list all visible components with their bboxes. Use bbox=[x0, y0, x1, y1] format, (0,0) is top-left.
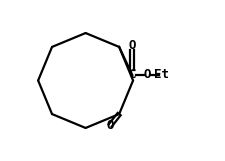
Text: O: O bbox=[128, 39, 136, 52]
Text: C: C bbox=[128, 68, 136, 81]
Text: Et: Et bbox=[154, 68, 169, 81]
Text: O: O bbox=[106, 119, 114, 132]
Text: O: O bbox=[144, 68, 151, 81]
